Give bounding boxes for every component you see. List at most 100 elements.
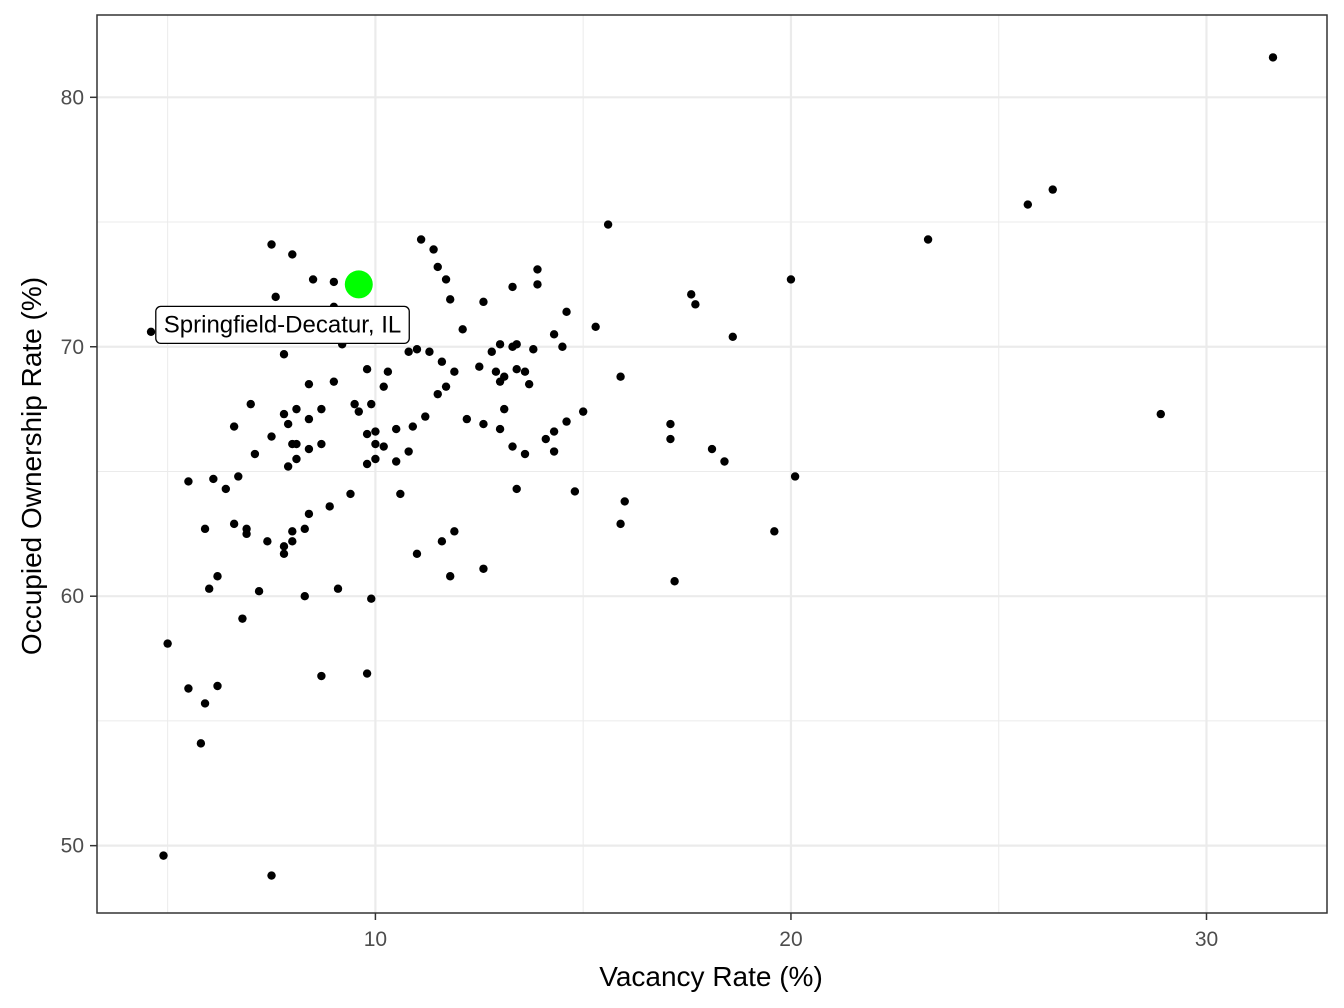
data-point [541, 434, 550, 444]
data-point [446, 295, 455, 304]
data-point [367, 594, 376, 603]
x-axis-ticks: 10 20 30 [364, 913, 1218, 951]
data-point [317, 671, 326, 681]
data-point [292, 454, 301, 464]
data-point [707, 444, 717, 454]
data-point [786, 275, 796, 284]
data-point [408, 422, 418, 431]
data-point [371, 427, 380, 436]
data-point [354, 407, 363, 416]
data-point [1268, 53, 1278, 62]
data-point [512, 484, 521, 494]
data-point [308, 275, 318, 284]
data-point [383, 367, 393, 376]
data-point [362, 669, 372, 678]
data-point [246, 399, 255, 409]
data-points [146, 53, 1278, 880]
y-axis-ticks: 50 60 70 80 [61, 86, 97, 858]
data-point [254, 587, 264, 596]
data-point [283, 419, 293, 429]
data-point [666, 434, 675, 444]
x-tick-label: 30 [1195, 928, 1218, 951]
data-point [508, 282, 517, 292]
data-point [441, 275, 451, 284]
data-point [288, 537, 297, 546]
grid-minor-lines [97, 15, 1327, 913]
data-point [391, 424, 401, 434]
data-point [279, 350, 289, 359]
data-point [200, 699, 210, 708]
data-point [524, 379, 534, 389]
data-point [691, 300, 700, 309]
data-point [263, 537, 272, 546]
data-point [250, 449, 260, 459]
data-point [404, 447, 413, 456]
data-point [603, 220, 613, 229]
data-point [292, 439, 301, 449]
data-point [329, 377, 339, 386]
data-point [520, 367, 530, 376]
highlight-point [344, 270, 373, 299]
data-point [371, 439, 380, 449]
data-point [279, 542, 289, 551]
data-point [495, 340, 505, 349]
data-point [670, 577, 679, 586]
data-point [433, 262, 442, 272]
y-tick-label: 50 [61, 835, 84, 858]
data-point [429, 245, 438, 254]
data-point [437, 357, 447, 366]
data-point [229, 422, 239, 431]
data-point [317, 439, 326, 449]
highlight-callout: Springfield-Decatur, IL [155, 305, 410, 345]
data-point [200, 524, 210, 534]
data-point [433, 389, 442, 399]
y-tick-label: 80 [61, 86, 84, 109]
data-point [437, 537, 447, 546]
data-point [446, 572, 455, 581]
data-point [288, 527, 297, 536]
data-point [362, 459, 372, 469]
data-point [229, 519, 239, 529]
data-point [495, 377, 505, 386]
data-point [666, 419, 675, 429]
x-tick-label: 20 [779, 928, 802, 951]
data-point [362, 365, 372, 374]
data-point [450, 367, 459, 376]
data-point [163, 639, 172, 648]
data-point [616, 519, 625, 529]
data-point [396, 489, 405, 499]
data-point [184, 684, 193, 693]
data-point [450, 527, 459, 536]
data-point [300, 592, 309, 601]
data-point [591, 322, 600, 332]
data-point [304, 414, 314, 424]
x-axis-title: Vacancy Rate (%) [599, 961, 823, 992]
data-point [790, 472, 800, 481]
data-point [317, 404, 326, 414]
callout-label: Springfield-Decatur, IL [164, 311, 401, 338]
y-tick-label: 70 [61, 336, 84, 359]
data-point [549, 427, 559, 436]
data-point [283, 462, 293, 471]
panel-border [96, 14, 1328, 914]
data-point [412, 549, 422, 558]
data-point [487, 347, 496, 356]
data-point [728, 332, 737, 341]
data-point [213, 681, 222, 691]
data-point [404, 347, 413, 356]
data-point [184, 477, 193, 486]
data-point [304, 444, 314, 454]
data-point [362, 429, 372, 439]
data-point [350, 399, 359, 409]
data-point [329, 277, 339, 287]
data-point [479, 564, 488, 573]
data-point [479, 419, 488, 429]
data-point [333, 584, 343, 593]
data-point [267, 240, 276, 249]
data-point [234, 472, 243, 481]
data-point [562, 417, 571, 426]
data-point [508, 442, 517, 451]
data-point [267, 432, 276, 441]
data-point [304, 379, 314, 389]
